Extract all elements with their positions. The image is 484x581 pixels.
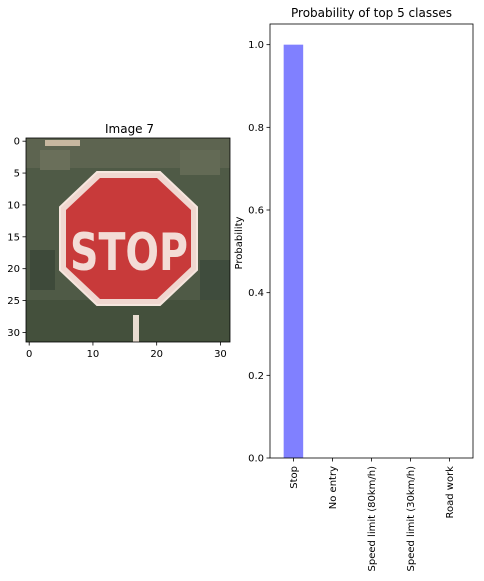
bar-chart-panel: Probability of top 5 classes Probability… [234,6,474,571]
bar-y-tick-label: 0.8 [248,123,264,134]
image-y-tick-label: 25 [7,296,20,307]
image-x-tick-label: 20 [150,349,163,360]
image-y-axis: 0 5 10 15 20 25 30 [7,137,26,339]
bar-x-axis: Stop No entry Speed limit (80km/h) Speed li… [289,458,456,571]
image-y-tick-label: 0 [14,137,20,148]
bar-x-tick-label: Speed limit (80km/h) [367,466,378,572]
bar-y-tick-label: 1.0 [248,40,264,51]
image-title: Image 7 [105,122,154,136]
image-y-tick-label: 20 [7,264,20,275]
image-x-tick-label: 0 [26,349,32,360]
image-x-tick-label: 10 [87,349,100,360]
image-y-tick-label: 10 [7,200,20,211]
plot-frame [269,23,474,459]
image-y-tick-label: 15 [7,232,20,243]
bar-x-tick-label: Road work [445,466,456,519]
bar-y-tick-label: 0.6 [248,206,264,217]
image-x-tick-label: 30 [214,349,227,360]
image-panel: Image 7 STOP [7,122,231,360]
bar-y-axis: 0.0 0.2 0.4 0.6 0.8 1.0 [248,40,270,465]
bar-x-tick-label: Speed limit (30km/h) [406,466,417,572]
bar-y-tick-label: 0.2 [248,371,264,382]
stop-sign-text: STOP [70,223,188,283]
stop-sign-face [66,178,191,299]
bar [283,44,304,459]
image-x-axis: 0 10 20 30 [26,342,227,360]
image-y-tick-label: 5 [14,169,20,180]
bar-y-tick-label: 0.0 [248,454,264,465]
bar-x-tick-label: No entry [328,466,339,509]
bar-x-tick-label: Stop [289,466,300,489]
image-y-tick-label: 30 [7,328,20,339]
y-axis-label: Probability [234,216,245,269]
bars [283,44,304,459]
chart-title: Probability of top 5 classes [291,6,452,20]
bar-y-tick-label: 0.4 [248,288,264,299]
stop-sign-image: STOP [25,137,231,343]
